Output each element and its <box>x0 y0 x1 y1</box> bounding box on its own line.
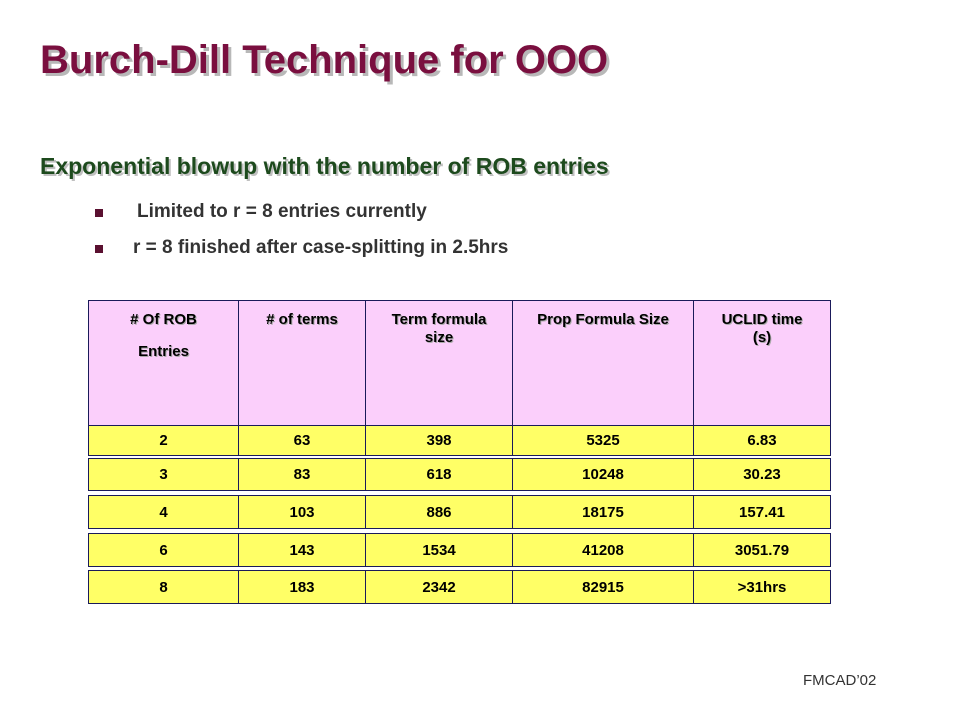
table-cell: 618 <box>365 458 513 491</box>
footer: FMCAD’02 <box>803 672 877 689</box>
table-cell: 30.23 <box>693 458 831 491</box>
header-cell: Term formula size <box>365 300 513 426</box>
bullet-text: Limited to r = 8 entries currently <box>137 201 427 222</box>
table-cell: 886 <box>365 495 513 529</box>
table-cell: 41208 <box>512 533 694 567</box>
header-text: # of terms <box>266 311 338 328</box>
header-text: Prop Formula Size <box>537 311 669 328</box>
table-cell: 6.83 <box>693 425 831 456</box>
table-cell: 6 <box>88 533 239 567</box>
bullet-marker <box>95 245 103 253</box>
header-cell: Prop Formula Size <box>512 300 694 426</box>
table-cell: 1534 <box>365 533 513 567</box>
table-cell: 103 <box>238 495 366 529</box>
table-cell: >31hrs <box>693 570 831 604</box>
header-text: Entries <box>138 343 189 360</box>
table-cell: 83 <box>238 458 366 491</box>
table-cell: 4 <box>88 495 239 529</box>
table-cell: 398 <box>365 425 513 456</box>
heading: Exponential blowup with the number of RO… <box>40 153 609 179</box>
table-cell: 2 <box>88 425 239 456</box>
table-cell: 63 <box>238 425 366 456</box>
table-cell: 3 <box>88 458 239 491</box>
header-text: UCLID time (s) <box>721 311 803 346</box>
table-cell: 5325 <box>512 425 694 456</box>
bullet-text: r = 8 finished after case-splitting in 2… <box>133 237 509 258</box>
table-cell: 157.41 <box>693 495 831 529</box>
table-cell: 8 <box>88 570 239 604</box>
table-cell: 82915 <box>512 570 694 604</box>
table-cell: 2342 <box>365 570 513 604</box>
bullet-marker <box>95 209 103 217</box>
header-cell: # Of ROB Entries <box>88 300 239 426</box>
table-cell: 3051.79 <box>693 533 831 567</box>
header-cell: # of terms <box>238 300 366 426</box>
header-text: Term formula size <box>391 311 487 346</box>
header-cell: UCLID time (s) <box>693 300 831 426</box>
table-cell: 18175 <box>512 495 694 529</box>
table-cell: 183 <box>238 570 366 604</box>
table-cell: 143 <box>238 533 366 567</box>
table-cell: 10248 <box>512 458 694 491</box>
header-text: # Of ROB <box>130 311 197 328</box>
title: Burch-Dill Technique for OOO <box>40 38 609 82</box>
